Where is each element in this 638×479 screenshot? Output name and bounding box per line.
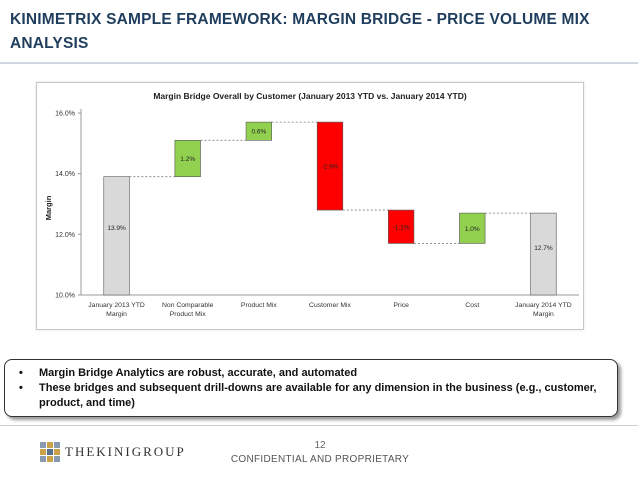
bullet-glyph: • — [19, 367, 23, 379]
slide-title: KINIMETRIX SAMPLE FRAMEWORK: MARGIN BRID… — [10, 11, 590, 52]
bar-decrease — [388, 209, 415, 244]
footer-divider — [0, 425, 638, 426]
bar-decrease — [316, 121, 344, 211]
confidential-notice: CONFIDENTIAL AND PROPRIETARY — [230, 454, 410, 465]
company-logo: THEKINIGROUP — [40, 440, 186, 464]
bullet-glyph: • — [19, 382, 23, 394]
bar-data-label: 0.6% — [251, 129, 266, 136]
x-tick-label: Customer Mix — [309, 302, 352, 309]
x-tick-label: Cost — [465, 302, 479, 309]
bar-total — [103, 176, 130, 296]
bullet-text: These bridges and subsequent drill-downs… — [39, 382, 597, 409]
bar-data-label: -2.9% — [322, 164, 339, 171]
bar-increase — [174, 139, 201, 178]
bullet-text: Margin Bridge Analytics are robust, accu… — [39, 367, 358, 379]
margin-bridge-chart: Margin Bridge Overall by Customer (Janua… — [44, 91, 579, 318]
x-tick-label: Product Mix — [170, 311, 206, 318]
key-points-box: • Margin Bridge Analytics are robust, acc… — [4, 359, 618, 417]
bar-data-label: 1.2% — [180, 156, 195, 163]
bar-data-label: 12.7% — [534, 245, 553, 252]
bar-data-label: -1.1% — [393, 224, 410, 231]
bar-data-label: 13.9% — [107, 225, 126, 232]
y-tick-label: 16.0% — [55, 111, 75, 118]
x-tick-label: Margin — [533, 311, 554, 318]
chart-title: Margin Bridge Overall by Customer (Janua… — [153, 91, 467, 101]
x-tick-label: January 2013 YTD — [88, 302, 145, 309]
x-tick-label: Non Comparable — [162, 302, 214, 309]
y-tick-label: 12.0% — [55, 232, 75, 239]
waterfall-chart-frame: Margin Bridge Overall by Customer (Janua… — [36, 82, 584, 330]
x-tick-label: January 2014 YTD — [515, 302, 572, 309]
bar-data-label: 1.0% — [465, 226, 480, 233]
x-tick-label: Price — [393, 302, 409, 309]
y-axis-label: Margin — [44, 195, 53, 220]
y-tick-label: 10.0% — [55, 293, 75, 300]
kini-group-grid-logo-icon — [40, 442, 60, 462]
y-tick-label: 14.0% — [55, 171, 75, 178]
x-tick-label: Margin — [106, 311, 127, 318]
x-tick-label: Product Mix — [241, 302, 277, 309]
logo-text: THEKINIGROUP — [65, 444, 186, 459]
bar-increase — [459, 212, 486, 244]
bullet-item: • These bridges and subsequent drill-down… — [5, 381, 617, 411]
page-number: 12 — [314, 440, 326, 451]
title-divider — [0, 62, 638, 64]
bar-increase — [245, 121, 272, 141]
bar-total — [530, 212, 557, 296]
bullet-item: • Margin Bridge Analytics are robust, acc… — [5, 366, 617, 381]
